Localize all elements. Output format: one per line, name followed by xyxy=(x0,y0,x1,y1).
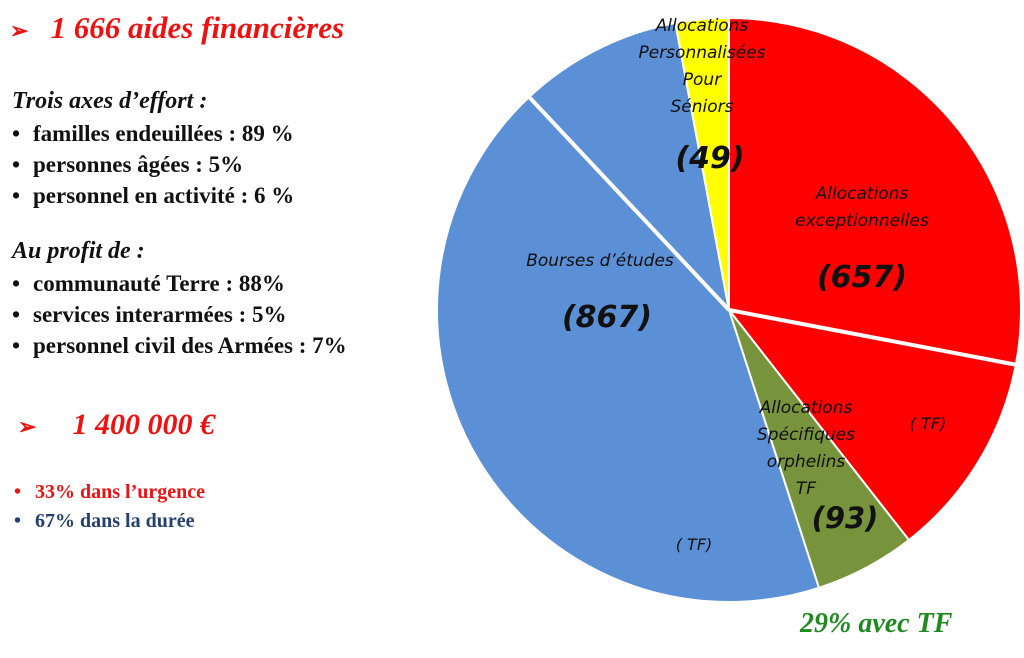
tf-separator xyxy=(526,94,731,312)
pie-slice xyxy=(436,21,821,603)
axes-item: familles endeuillées : 89 % xyxy=(12,118,294,149)
headline-montant-text: 1 400 000 € xyxy=(72,408,215,441)
tf-label: ( TF) xyxy=(676,535,713,554)
pie-slice xyxy=(728,16,1022,542)
slice-value-label: (49) xyxy=(675,141,744,176)
arrow-bullet-icon: ➢ xyxy=(18,414,37,439)
duree-item: 67% dans la durée xyxy=(14,507,205,536)
tf-note: 29% avec TF xyxy=(800,608,953,639)
urgence-item: 33% dans l’urgence xyxy=(14,478,205,507)
profit-item: communauté Terre : 88% xyxy=(12,268,347,299)
axes-list: familles endeuillées : 89 % personnes âg… xyxy=(12,118,294,211)
profit-item: personnel civil des Armées : 7% xyxy=(12,330,347,361)
axes-title: Trois axes d’effort : xyxy=(12,88,208,114)
tf-separator xyxy=(728,308,1019,368)
headline-aides-text: 1 666 aides financières xyxy=(50,10,345,45)
slice-value-label: (867) xyxy=(562,300,652,335)
slice-label: Allocations Personnalisées Pour Séniors xyxy=(638,16,765,117)
pie-slice xyxy=(674,16,730,311)
urgence-list: 33% dans l’urgence 67% dans la durée xyxy=(14,478,205,536)
profit-list: communauté Terre : 88% services interarm… xyxy=(12,268,347,361)
profit-title: Au profit de : xyxy=(12,238,145,264)
headline-montant: ➢ 1 400 000 € xyxy=(18,408,215,442)
axes-item: personnes âgées : 5% xyxy=(12,149,294,180)
slice-label: Allocations Spécifiques orphelins TF xyxy=(757,398,855,499)
slice-label: Bourses d’études xyxy=(526,251,674,271)
axes-item: personnel en activité : 6 % xyxy=(12,180,294,211)
headline-aides: ➢ 1 666 aides financières xyxy=(10,10,344,46)
arrow-bullet-icon: ➢ xyxy=(10,18,29,43)
slice-value-label: (657) xyxy=(817,260,907,295)
slice-label: Allocations exceptionnelles xyxy=(795,184,929,231)
tf-label: ( TF) xyxy=(910,414,947,433)
slice-value-label: (93) xyxy=(812,501,879,535)
profit-item: services interarmées : 5% xyxy=(12,299,347,330)
